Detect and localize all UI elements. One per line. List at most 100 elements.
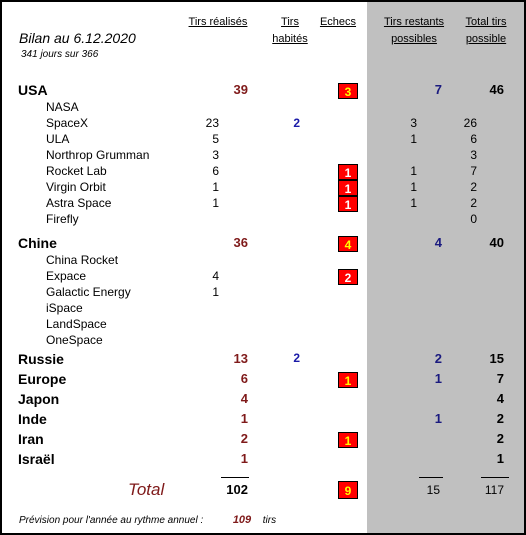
remaining-columns-background (367, 2, 524, 533)
tirs-restants: 1 (410, 196, 417, 210)
echecs-badge: 1 (338, 432, 358, 448)
total-tirs: 2 (496, 411, 504, 426)
company-row: NASA (2, 100, 524, 116)
forecast-unit: tirs (262, 515, 277, 526)
total-separator-tirs (221, 477, 249, 478)
total-separator-total (481, 477, 509, 478)
forecast-value: 109 (232, 514, 252, 526)
total-tirs-restants: 15 (426, 483, 440, 497)
country-row-europe: Europe 6 1 1 7 (2, 371, 524, 389)
country-row-chine: Chine 36 4 4 40 (2, 235, 524, 253)
company-row: Galactic Energy 1 (2, 285, 524, 301)
tirs-realises: 5 (212, 132, 219, 146)
page-title: Bilan au 6.12.2020 (19, 30, 136, 46)
total-tirs: 4 (496, 391, 504, 406)
company-name: Expace (46, 269, 87, 283)
tirs-realises: 4 (212, 269, 219, 283)
header-tirs-restants-line2: possibles (391, 33, 437, 45)
country-name: Chine (18, 235, 57, 251)
company-row: Northrop Grumman 3 3 (2, 148, 524, 164)
company-name: NASA (46, 100, 79, 114)
tirs-realises: 6 (212, 164, 219, 178)
total-tirs: 26 (463, 116, 477, 130)
tirs-realises: 1 (212, 196, 219, 210)
company-row: iSpace (2, 301, 524, 317)
header-total-line1: Total tirs (465, 16, 507, 28)
tirs-realises: 1 (212, 285, 219, 299)
tirs-realises: 39 (233, 82, 248, 97)
header-total-line2: possible (465, 33, 507, 45)
header-tirs-realises: Tirs réalisés (188, 16, 248, 28)
company-name: Rocket Lab (46, 164, 107, 178)
total-tirs: 7 (470, 164, 477, 178)
tirs-realises: 6 (240, 371, 248, 386)
company-row: SpaceX 23 2 3 26 (2, 116, 524, 132)
forecast-text: Prévision pour l'année au rythme annuel … (19, 515, 204, 526)
header-tirs-habites-line1: Tirs (281, 16, 299, 28)
total-row: Total 102 9 15 117 (2, 480, 524, 500)
total-tirs-realises: 102 (226, 482, 248, 497)
echecs-badge: 1 (338, 164, 358, 180)
total-label: Total (128, 480, 165, 499)
tirs-habites: 2 (293, 351, 300, 365)
tirs-realises: 4 (240, 391, 248, 406)
country-name: USA (18, 82, 48, 98)
company-row: OneSpace (2, 333, 524, 349)
total-tirs: 2 (470, 180, 477, 194)
tirs-habites: 2 (293, 116, 300, 130)
company-name: OneSpace (46, 333, 103, 347)
tirs-realises: 3 (212, 148, 219, 162)
company-name: SpaceX (46, 116, 89, 130)
total-tirs: 7 (496, 371, 504, 386)
company-name: iSpace (46, 301, 83, 315)
total-tirs: 46 (489, 82, 504, 97)
country-name: Europe (18, 371, 67, 387)
company-name: Virgin Orbit (46, 180, 106, 194)
total-tirs: 0 (470, 212, 477, 226)
tirs-restants: 1 (434, 371, 442, 386)
tirs-realises: 1 (240, 411, 248, 426)
company-name: Northrop Grumman (46, 148, 150, 162)
company-row: LandSpace (2, 317, 524, 333)
tirs-restants: 1 (410, 180, 417, 194)
total-tirs: 3 (470, 148, 477, 162)
echecs-badge: 2 (338, 269, 358, 285)
echecs-badge: 1 (338, 372, 358, 388)
company-row: Astra Space 1 1 1 2 (2, 196, 524, 212)
company-row: Virgin Orbit 1 1 1 2 (2, 180, 524, 196)
tirs-realises: 2 (240, 431, 248, 446)
page-subtitle: 341 jours sur 366 (21, 49, 99, 60)
company-row: Firefly 0 (2, 212, 524, 228)
echecs-badge: 3 (338, 83, 358, 99)
echecs-badge: 1 (338, 196, 358, 212)
tirs-restants: 4 (434, 235, 442, 250)
forecast-note: Prévision pour l'année au rythme annuel … (19, 514, 276, 526)
total-echecs-badge: 9 (338, 481, 358, 499)
header-tirs-restants-line1: Tirs restants (383, 16, 445, 28)
tirs-realises: 1 (212, 180, 219, 194)
tirs-realises: 13 (233, 351, 248, 366)
country-row-russie: Russie 13 2 2 15 (2, 351, 524, 369)
country-row-japon: Japon 4 4 (2, 391, 524, 409)
company-name: Firefly (46, 212, 79, 226)
company-name: Astra Space (46, 196, 112, 210)
country-name: Inde (18, 411, 47, 427)
country-row-iran: Iran 2 1 2 (2, 431, 524, 449)
company-name: Galactic Energy (46, 285, 131, 299)
tirs-realises: 1 (240, 451, 248, 466)
tirs-realises: 36 (233, 235, 248, 250)
country-name: Iran (18, 431, 44, 447)
total-separator-restants (419, 477, 443, 478)
company-row: Expace 4 2 (2, 269, 524, 285)
country-row-usa: USA 39 3 7 46 (2, 82, 524, 100)
tirs-realises: 23 (205, 116, 219, 130)
tirs-restants: 3 (410, 116, 417, 130)
echecs-badge: 4 (338, 236, 358, 252)
total-tirs: 2 (496, 431, 504, 446)
tirs-restants: 2 (434, 351, 442, 366)
country-name: Russie (18, 351, 64, 367)
country-row-inde: Inde 1 1 2 (2, 411, 524, 429)
company-row: China Rocket (2, 253, 524, 269)
total-tirs: 2 (470, 196, 477, 210)
header-tirs-habites-line2: habités (272, 33, 308, 45)
